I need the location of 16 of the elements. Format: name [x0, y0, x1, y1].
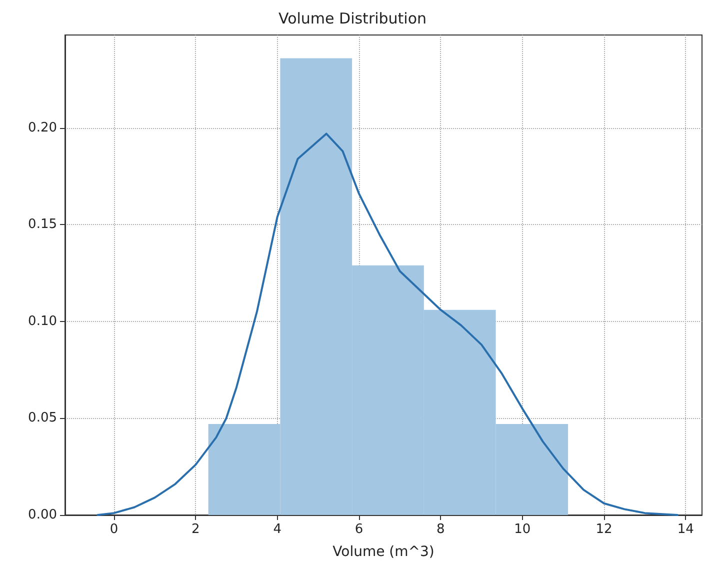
line-series: [96, 132, 678, 516]
x-tick-label: 0: [110, 522, 118, 537]
x-tick-label: 8: [436, 522, 445, 537]
x-tick-label: 6: [354, 522, 364, 537]
x-tick-label: 2: [192, 522, 200, 537]
y-tick-label: 0.05: [28, 410, 57, 426]
x-axis-title: Volume (m^3): [332, 544, 434, 560]
y-tick-label: 0.00: [28, 508, 57, 522]
chart-title: Volume Distribution: [278, 10, 427, 28]
x-tick-label: 14: [677, 522, 694, 537]
y-tick-label: 0.15: [28, 217, 57, 232]
x-tick-label: 10: [514, 522, 531, 537]
y-tick-label: 0.20: [28, 120, 57, 136]
x-tick-label: 12: [596, 522, 612, 537]
x-tick-label: 4: [273, 522, 282, 537]
y-tick-label: 0.10: [28, 314, 57, 329]
